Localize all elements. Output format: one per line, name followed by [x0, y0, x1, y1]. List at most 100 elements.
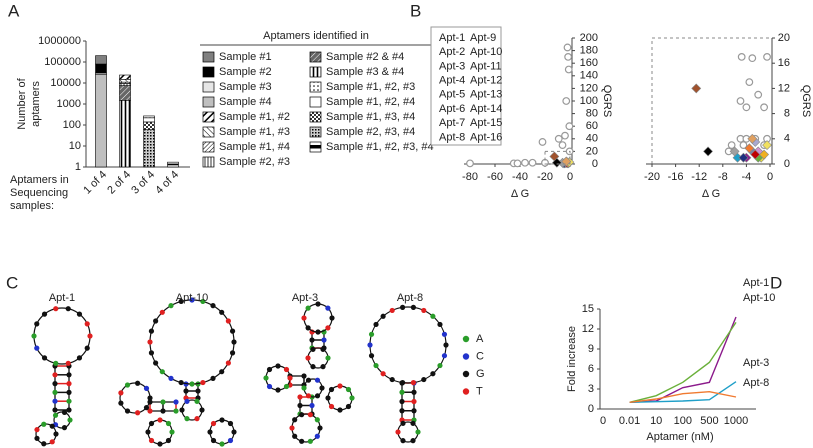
y-tick-label: 0	[784, 158, 790, 170]
y-tick-label: 8	[784, 108, 790, 120]
nucleotide	[199, 407, 205, 413]
nucleotide	[314, 393, 321, 399]
nucleotide	[147, 339, 153, 345]
y-tick-label: 10	[69, 140, 81, 152]
nucleotide	[345, 386, 352, 393]
nucleotide	[189, 381, 195, 387]
y-tick-label: 120	[580, 82, 598, 94]
nucleotide	[337, 407, 343, 413]
nucleotide	[194, 416, 200, 422]
legend-label: Sample #2 & #4	[326, 51, 404, 63]
legend-swatch	[309, 51, 322, 63]
panel-label: C	[6, 273, 18, 292]
data-point	[747, 133, 758, 144]
x-tick-label: -12	[691, 171, 707, 183]
nucleotide	[219, 309, 225, 315]
y-tick-label: 80	[586, 108, 598, 120]
bar-segment	[143, 117, 155, 123]
data-point	[564, 53, 573, 61]
panel-label: A	[8, 1, 20, 20]
nucleotide	[307, 412, 313, 418]
legend-dot	[462, 353, 470, 360]
data-point	[554, 134, 563, 143]
legend-dot	[462, 335, 470, 343]
nucleotide	[307, 438, 313, 444]
legend-label: Apt-14	[470, 103, 502, 115]
data-point	[565, 122, 574, 131]
data-point	[528, 158, 537, 167]
data-point	[763, 53, 771, 61]
x-tick-label: -60	[487, 171, 503, 183]
data-point	[727, 141, 736, 150]
nucleotide	[368, 353, 375, 359]
x-axis-label: Sequencing	[10, 187, 68, 199]
x-tick-label: 500	[700, 415, 718, 427]
legend-label: Apt-5	[439, 89, 465, 101]
nucleotide	[147, 395, 153, 401]
nucleotide	[410, 380, 417, 386]
nucleotide	[148, 350, 155, 356]
bar-segment	[119, 83, 131, 86]
nucleotide	[437, 362, 443, 369]
legend-swatch	[309, 141, 322, 153]
legend-label: Apt-1	[439, 32, 465, 44]
nucleotide	[441, 331, 448, 337]
data-point	[744, 143, 755, 154]
nucleotide	[321, 337, 327, 343]
y-tick-label: 180	[580, 45, 598, 57]
nucleotide	[399, 389, 405, 395]
nucleotide	[52, 407, 58, 413]
data-point	[742, 103, 751, 112]
data-point	[538, 138, 547, 146]
x-axis-label: Aptamers in	[10, 174, 69, 186]
line	[629, 381, 737, 404]
nucleotide	[337, 383, 343, 389]
data-point	[691, 83, 702, 94]
nucleotide	[400, 438, 406, 444]
x-tick-label: -20	[644, 171, 660, 183]
legend-label: Sample #1	[219, 51, 272, 63]
panel-label: B	[410, 1, 421, 20]
nucleotide	[320, 346, 326, 352]
y-tick-label: 10000	[50, 77, 81, 89]
nucleotide	[301, 315, 307, 321]
nucleotide	[118, 390, 124, 396]
legend-swatch	[202, 81, 215, 93]
nucleotide	[160, 408, 166, 414]
nucleotide	[178, 298, 184, 305]
legend-label: Sample #2, #3, #4	[326, 126, 415, 138]
nucleotide	[124, 382, 131, 388]
nucleotide	[184, 398, 190, 404]
nucleotide	[84, 321, 90, 327]
nucleotide	[195, 388, 201, 394]
x-axis-label: samples:	[10, 200, 54, 212]
data-point	[737, 53, 746, 61]
nucleotide	[325, 325, 331, 331]
structure-title: Apt-10	[176, 292, 208, 304]
nucleotide	[168, 375, 174, 381]
nucleotide	[430, 371, 436, 377]
x-tick-label: -20	[537, 171, 553, 183]
nucleotide	[345, 403, 352, 410]
nucleotide	[84, 345, 90, 351]
legend-label: Sample #1, #3	[219, 126, 290, 138]
nucleotide	[299, 438, 305, 444]
y-tick-label: 4	[784, 133, 790, 145]
structure-title: Apt-3	[292, 292, 318, 304]
nucleotide	[389, 307, 395, 314]
legend-label: Sample #1, #2	[219, 111, 290, 123]
legend-label: Apt-11	[470, 60, 502, 72]
x-axis-label: Δ G	[511, 188, 529, 200]
nucleotide	[310, 346, 316, 352]
data-point	[759, 149, 770, 160]
line	[629, 321, 737, 404]
legend-box	[430, 26, 502, 146]
legend-label: G	[476, 368, 485, 380]
nucleotide	[147, 408, 153, 414]
nucleotide	[153, 318, 159, 324]
nucleotide	[52, 412, 59, 418]
nucleotide	[143, 405, 150, 411]
nucleotide	[194, 398, 200, 404]
data-point	[703, 146, 713, 157]
legend-swatch	[202, 111, 215, 123]
